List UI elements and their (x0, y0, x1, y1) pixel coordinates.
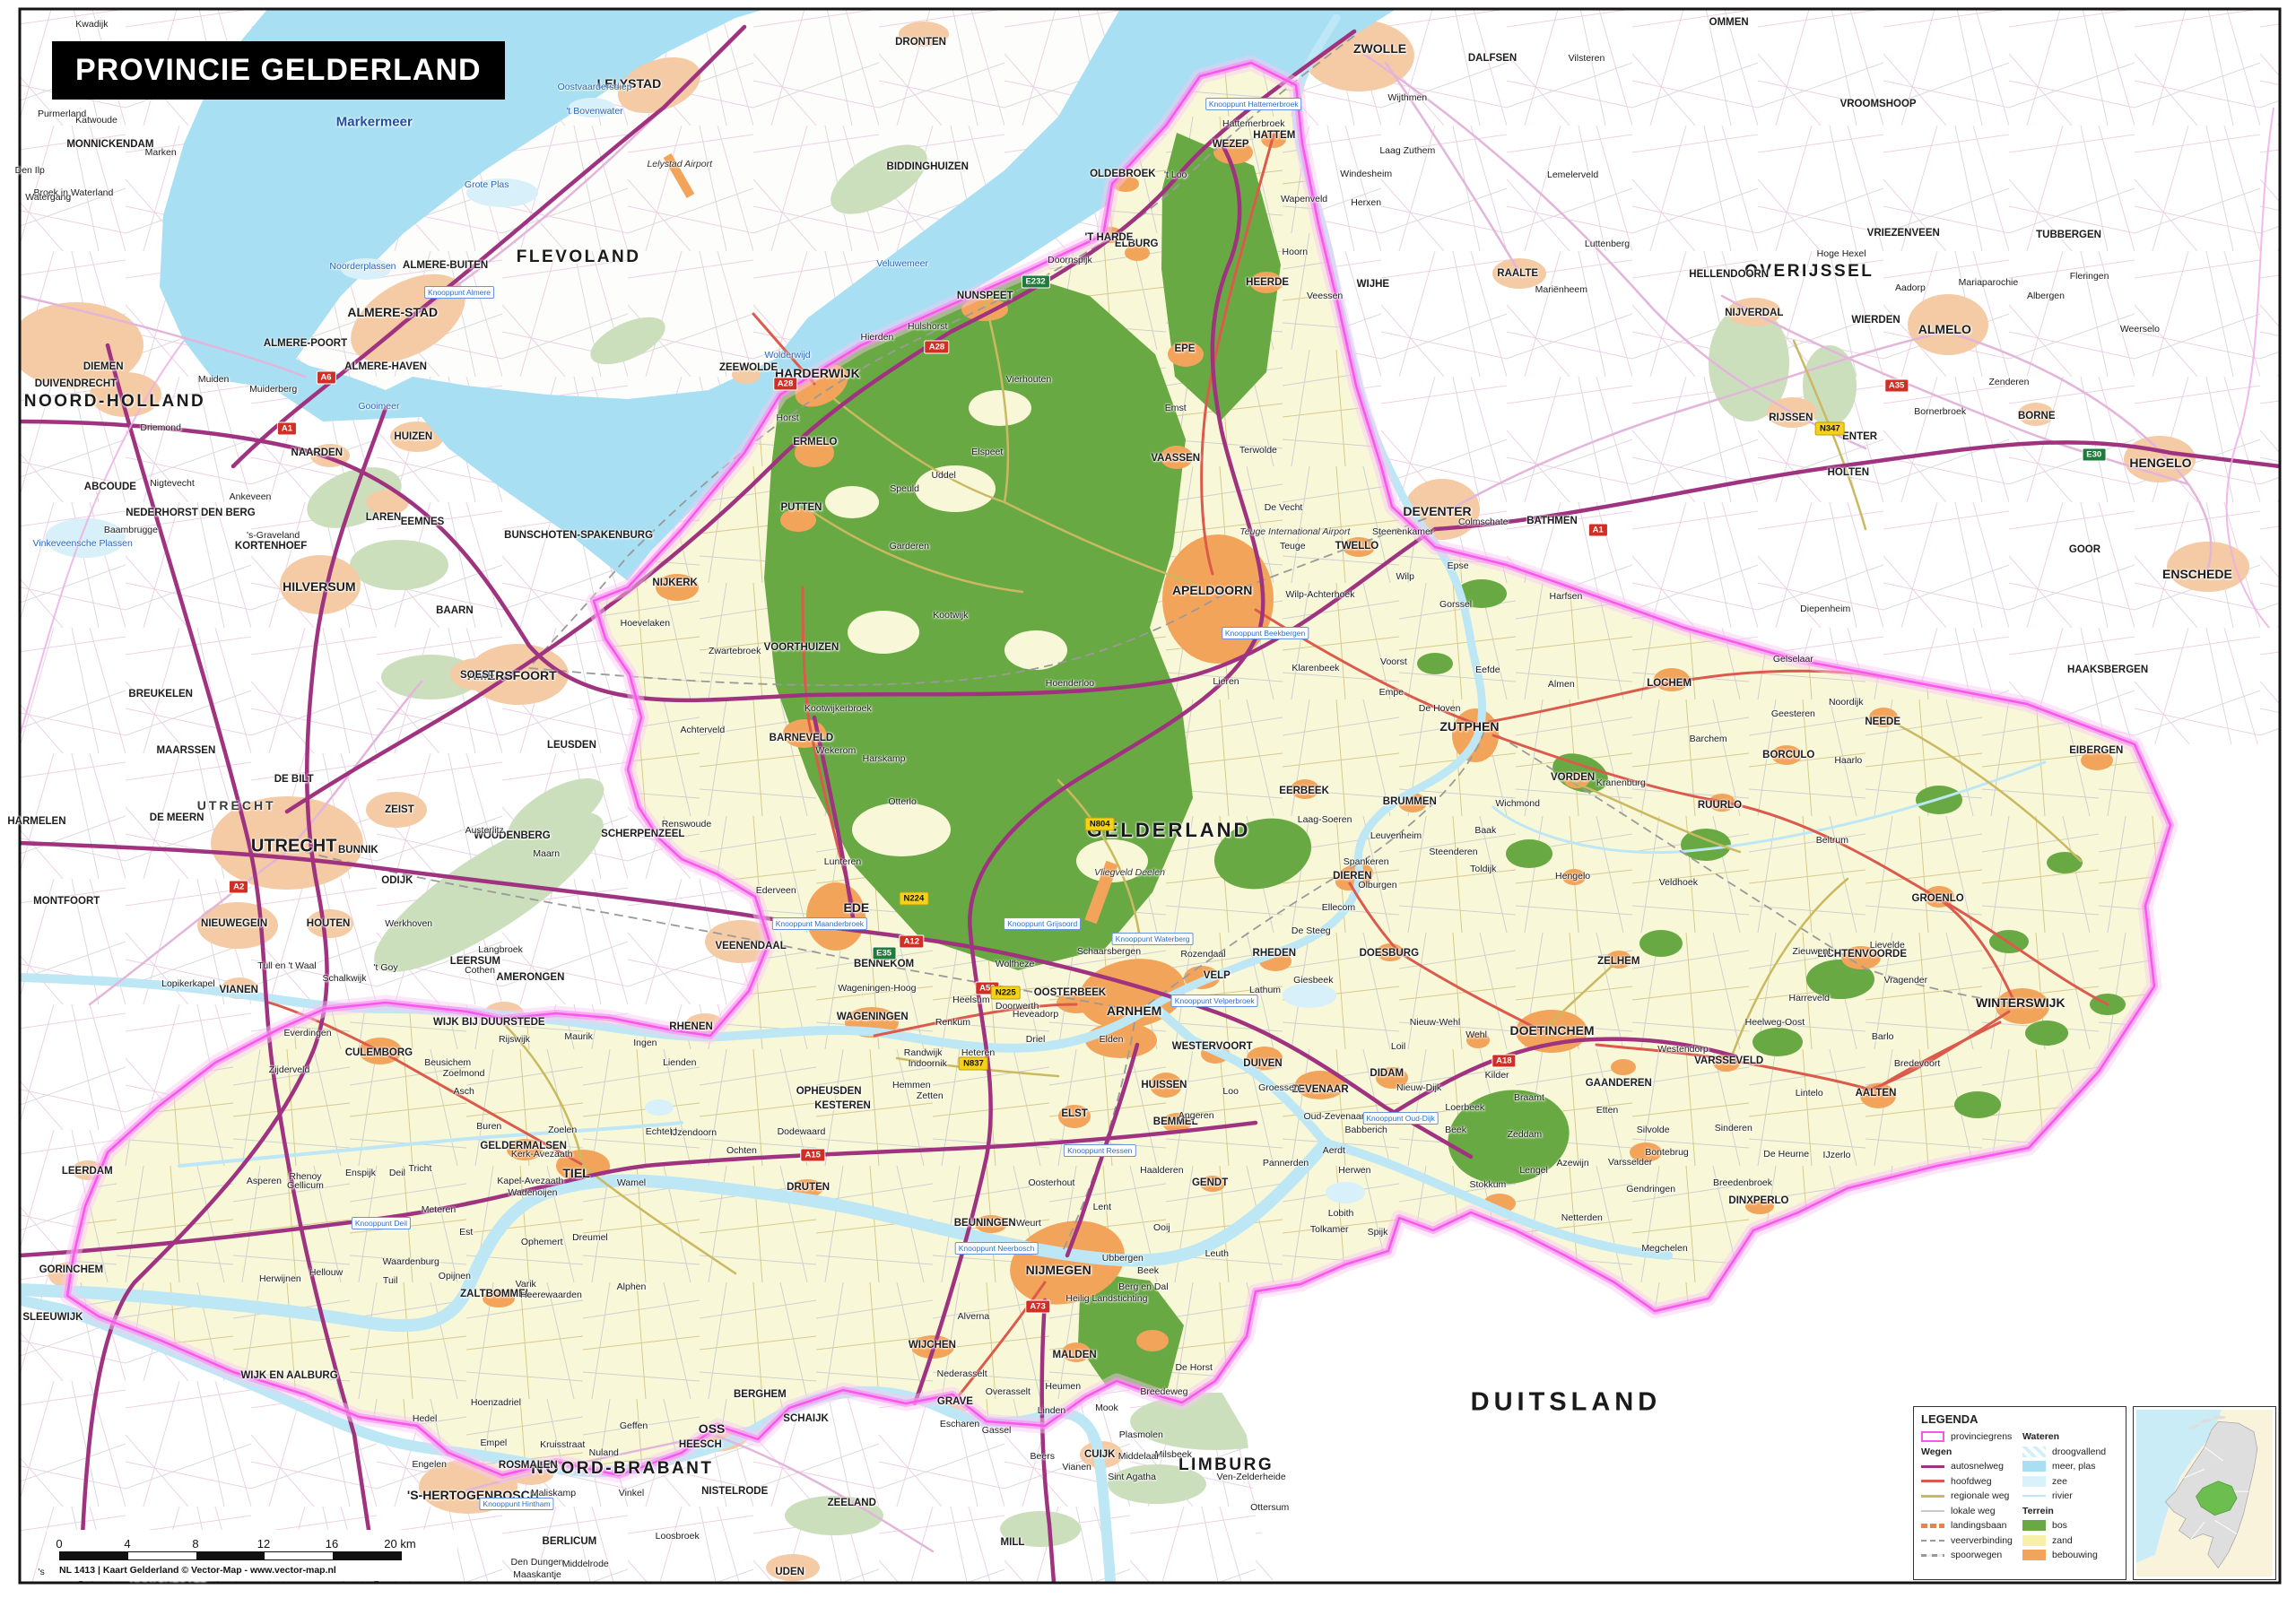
bebouwing-swatch (2022, 1550, 2046, 1561)
urban-inside-layer (359, 130, 2113, 1362)
veerverbinding-swatch (1921, 1535, 1944, 1546)
germany-area (1215, 744, 2280, 1583)
legend-item-spoorwegen: spoorwegen (1921, 1548, 2017, 1563)
legend-label: autosnelweg (1951, 1461, 2004, 1472)
map-title: PROVINCIE GELDERLAND (52, 41, 505, 100)
legend-label: zee (2052, 1475, 2067, 1487)
legend-item-lokale-weg: lokale weg (1921, 1504, 2017, 1519)
legend-item-veerverbinding: veerverbinding (1921, 1533, 2017, 1549)
scale-segment (196, 1552, 265, 1559)
inset-gelderland-highlight (2196, 1481, 2238, 1516)
legend-label: bebouwing (2052, 1550, 2098, 1561)
veluwe-forest-layer (764, 133, 2126, 1397)
legend-item-zee: zee (2022, 1474, 2118, 1490)
legend-item-terrein: Terrein (2022, 1504, 2118, 1519)
legend-column-right: Wateren droogvallend meer, plas zee rivier Te… (2022, 1429, 2118, 1563)
legend-item-bebouwing: bebouwing (2022, 1548, 2118, 1563)
legend-label: meer, plas (2052, 1461, 2096, 1472)
scale-tick: 16 (325, 1537, 339, 1551)
legend-column-left: provinciegrens Wegen autosnelweg hoofdweg re… (1921, 1429, 2017, 1563)
forest-clearings (825, 390, 1148, 882)
province-border (59, 55, 2179, 1483)
legend: LEGENDA provinciegrens Wegen autosnelweg ho… (1913, 1406, 2126, 1580)
legend-label: rivier (2052, 1490, 2073, 1502)
scale-bar: 0 4 8 12 16 20 km NL 1413 | Kaart Gelderland … (47, 1530, 457, 1581)
legend-item-droogvallend: droogvallend (2022, 1445, 2118, 1460)
legend-label: veerverbinding (1951, 1534, 2013, 1546)
scale-tick: 8 (192, 1537, 199, 1551)
legend-item-regionale-weg: regionale weg (1921, 1489, 2017, 1504)
autosnelweg-swatch (1921, 1461, 1944, 1472)
scale-segments (59, 1551, 402, 1560)
spoorwegen-swatch (1921, 1550, 1944, 1560)
legend-item-bos: bos (2022, 1518, 2118, 1533)
legend-label: Terrein (2022, 1505, 2054, 1516)
legend-label: bos (2052, 1520, 2067, 1532)
zand-swatch (2022, 1534, 2046, 1546)
legend-label: droogvallend (2052, 1446, 2107, 1457)
netherlands-inset (2133, 1406, 2276, 1580)
scale-segment (60, 1552, 128, 1559)
legend-label: zand (2052, 1534, 2073, 1546)
scale-tick: 4 (124, 1537, 131, 1551)
legend-label: Wegen (1921, 1446, 1952, 1457)
rivier-swatch (2022, 1490, 2046, 1501)
legend-item-hoofdweg: hoofdweg (1921, 1474, 2017, 1490)
bos-swatch (2022, 1520, 2046, 1532)
scale-tick: 0 (56, 1537, 63, 1551)
legend-label: regionale weg (1951, 1490, 2010, 1502)
border-noordholland-utrecht (20, 340, 185, 736)
legend-item-provinciegrens: provinciegrens (1921, 1429, 2017, 1445)
attribution: NL 1413 | Kaart Gelderland © Vector-Map … (59, 1565, 336, 1576)
zee-swatch (2022, 1475, 2046, 1487)
provinciegrens-swatch (1921, 1431, 1944, 1443)
legend-label: lokale weg (1951, 1505, 1996, 1516)
legend-label: Wateren (2022, 1431, 2060, 1443)
legend-item-wateren: Wateren (2022, 1429, 2118, 1445)
scale-tick: 12 (257, 1537, 271, 1551)
scale-tick: 20 km (384, 1537, 416, 1551)
regionaleweg-swatch (1921, 1490, 1944, 1501)
legend-item-meer-plas: meer, plas (2022, 1459, 2118, 1474)
meerplas-swatch (2022, 1461, 2046, 1472)
legend-item-wegen: Wegen (1921, 1445, 2017, 1460)
regional-roads (500, 299, 2083, 1275)
legend-item-rivier: rivier (2022, 1489, 2118, 1504)
legend-label: provinciegrens (1951, 1431, 2013, 1443)
legend-label: hoofdweg (1951, 1475, 1992, 1487)
legend-title: LEGENDA (1921, 1412, 1979, 1426)
motorways (20, 24, 2280, 1583)
hoofdweg-swatch (1921, 1476, 1944, 1487)
legend-label: landingsbaan (1951, 1520, 2007, 1532)
border-germany-east (2225, 107, 2274, 629)
legend-label: spoorwegen (1951, 1550, 2003, 1561)
landingsbaan-swatch (1921, 1520, 1944, 1531)
legend-item-landingsbaan: landingsbaan (1921, 1518, 2017, 1533)
scale-segment (128, 1552, 196, 1559)
scale-ticks: 0 4 8 12 16 20 km (56, 1537, 415, 1551)
legend-item-zand: zand (2022, 1533, 2118, 1549)
main-roads (267, 133, 2109, 1405)
map-frame (18, 7, 2282, 1585)
outside-roads (20, 52, 2213, 1553)
inset-sea (2136, 1410, 2222, 1563)
droogvallend-swatch (2022, 1446, 2046, 1457)
scale-segment (333, 1552, 401, 1559)
scale-segment (265, 1552, 333, 1559)
legend-item-autosnelweg: autosnelweg (1921, 1459, 2017, 1474)
lokaleweg-swatch (1921, 1506, 1944, 1516)
